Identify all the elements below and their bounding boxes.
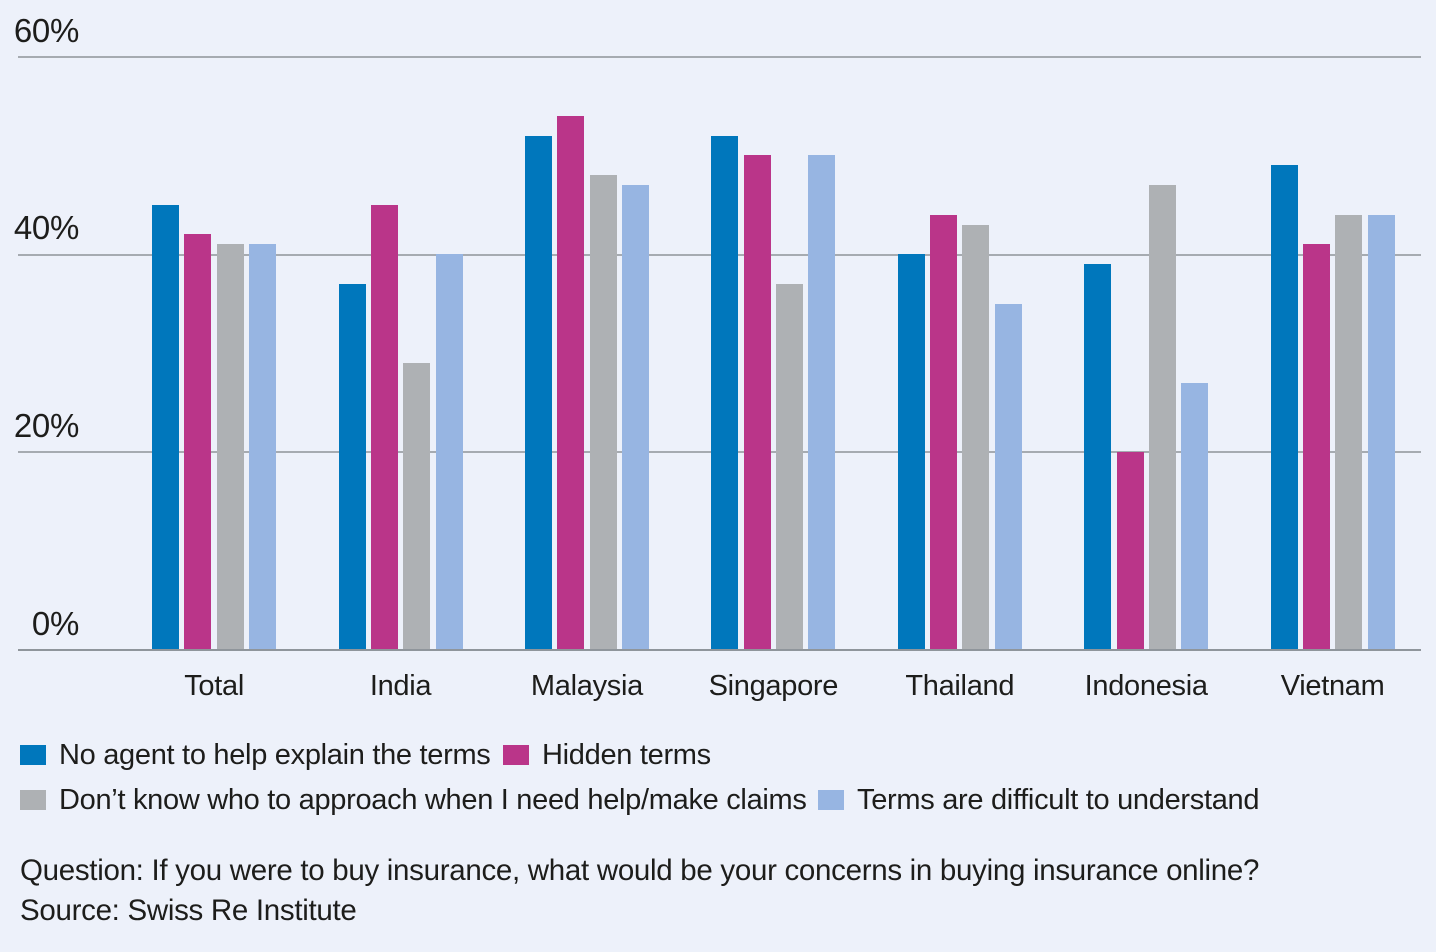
chart-footer: Question: If you were to buy insurance, … bbox=[20, 851, 1259, 931]
x-axis-label-thailand: Thailand bbox=[905, 670, 1015, 702]
bar-don-t-know-who-to-approach-when-i-need-h-vietnam bbox=[1335, 214, 1363, 650]
x-axis-label-total: Total bbox=[184, 670, 244, 702]
bar-no-agent-to-help-explain-the-terms-malaysia bbox=[524, 135, 552, 650]
bar-chart-plot-area: 0% 20% 40% 60% Total India Malaysia Singapore Th… bbox=[13, 11, 1421, 702]
bar-terms-are-difficult-to-understand-indonesia bbox=[1181, 382, 1209, 650]
legend-swatch-icon bbox=[503, 745, 529, 765]
bar-terms-are-difficult-to-understand-total bbox=[249, 244, 277, 650]
bar-terms-are-difficult-to-understand-vietnam bbox=[1367, 214, 1395, 650]
bar-hidden-terms-malaysia bbox=[557, 115, 585, 650]
legend-label-don-t-know-who-to-approach-when-i-need-h: Don’t know who to approach when I need h… bbox=[59, 784, 807, 816]
legend-label-hidden-terms: Hidden terms bbox=[542, 739, 711, 771]
legend-item-hidden-terms: Hidden terms bbox=[503, 739, 711, 771]
bar-no-agent-to-help-explain-the-terms-india bbox=[338, 283, 366, 650]
bar-no-agent-to-help-explain-the-terms-total bbox=[152, 204, 180, 650]
source-text: Source: Swiss Re Institute bbox=[20, 894, 357, 927]
bar-don-t-know-who-to-approach-when-i-need-h-indonesia bbox=[1148, 184, 1176, 650]
legend-label-terms-are-difficult-to-understand: Terms are difficult to understand bbox=[857, 784, 1260, 816]
bar-hidden-terms-total bbox=[184, 234, 212, 650]
bar-terms-are-difficult-to-understand-malaysia bbox=[621, 184, 649, 650]
bar-don-t-know-who-to-approach-when-i-need-h-india bbox=[403, 362, 431, 650]
x-axis-label-indonesia: Indonesia bbox=[1084, 670, 1208, 702]
x-axis-label-india: India bbox=[369, 670, 432, 702]
bar-don-t-know-who-to-approach-when-i-need-h-malaysia bbox=[589, 175, 617, 650]
bar-hidden-terms-indonesia bbox=[1116, 451, 1144, 650]
legend-swatch-icon bbox=[818, 790, 844, 810]
bar-no-agent-to-help-explain-the-terms-indonesia bbox=[1084, 264, 1112, 650]
bar-don-t-know-who-to-approach-when-i-need-h-singapore bbox=[776, 283, 804, 650]
bar-hidden-terms-thailand bbox=[930, 214, 958, 650]
y-axis-label-40: 40% bbox=[13, 209, 79, 247]
gridline-60 bbox=[18, 56, 1421, 58]
x-axis-label-malaysia: Malaysia bbox=[530, 670, 643, 702]
legend-label-no-agent-to-help-explain-the-terms: No agent to help explain the terms bbox=[59, 739, 491, 771]
legend-swatch-icon bbox=[20, 745, 46, 765]
y-axis-label-60: 60% bbox=[13, 11, 79, 49]
bar-no-agent-to-help-explain-the-terms-vietnam bbox=[1270, 165, 1298, 650]
legend-item-terms-are-difficult-to-understand: Terms are difficult to understand bbox=[818, 784, 1260, 816]
bar-hidden-terms-vietnam bbox=[1302, 244, 1330, 650]
legend-item-no-agent-to-help-explain-the-terms: No agent to help explain the terms bbox=[20, 739, 491, 771]
x-axis-label-singapore: Singapore bbox=[708, 670, 839, 702]
y-axis-label-0: 0% bbox=[31, 604, 79, 642]
bar-don-t-know-who-to-approach-when-i-need-h-total bbox=[216, 244, 244, 650]
x-axis-label-vietnam: Vietnam bbox=[1280, 670, 1385, 702]
x-axis-baseline bbox=[18, 649, 1421, 651]
bar-terms-are-difficult-to-understand-india bbox=[435, 254, 463, 650]
y-axis-label-20: 20% bbox=[13, 406, 79, 444]
bar-no-agent-to-help-explain-the-terms-singapore bbox=[711, 135, 739, 650]
question-text: Question: If you were to buy insurance, … bbox=[20, 854, 1260, 887]
legend-swatch-icon bbox=[20, 790, 46, 810]
bar-terms-are-difficult-to-understand-thailand bbox=[994, 303, 1022, 650]
legend-item-don-t-know-who-to-approach-when-i-need-h: Don’t know who to approach when I need h… bbox=[20, 784, 807, 816]
bar-don-t-know-who-to-approach-when-i-need-h-thailand bbox=[962, 224, 990, 650]
bar-no-agent-to-help-explain-the-terms-thailand bbox=[897, 254, 925, 650]
bar-hidden-terms-india bbox=[370, 204, 398, 650]
bar-terms-are-difficult-to-understand-singapore bbox=[808, 155, 836, 650]
bar-hidden-terms-singapore bbox=[743, 155, 771, 650]
